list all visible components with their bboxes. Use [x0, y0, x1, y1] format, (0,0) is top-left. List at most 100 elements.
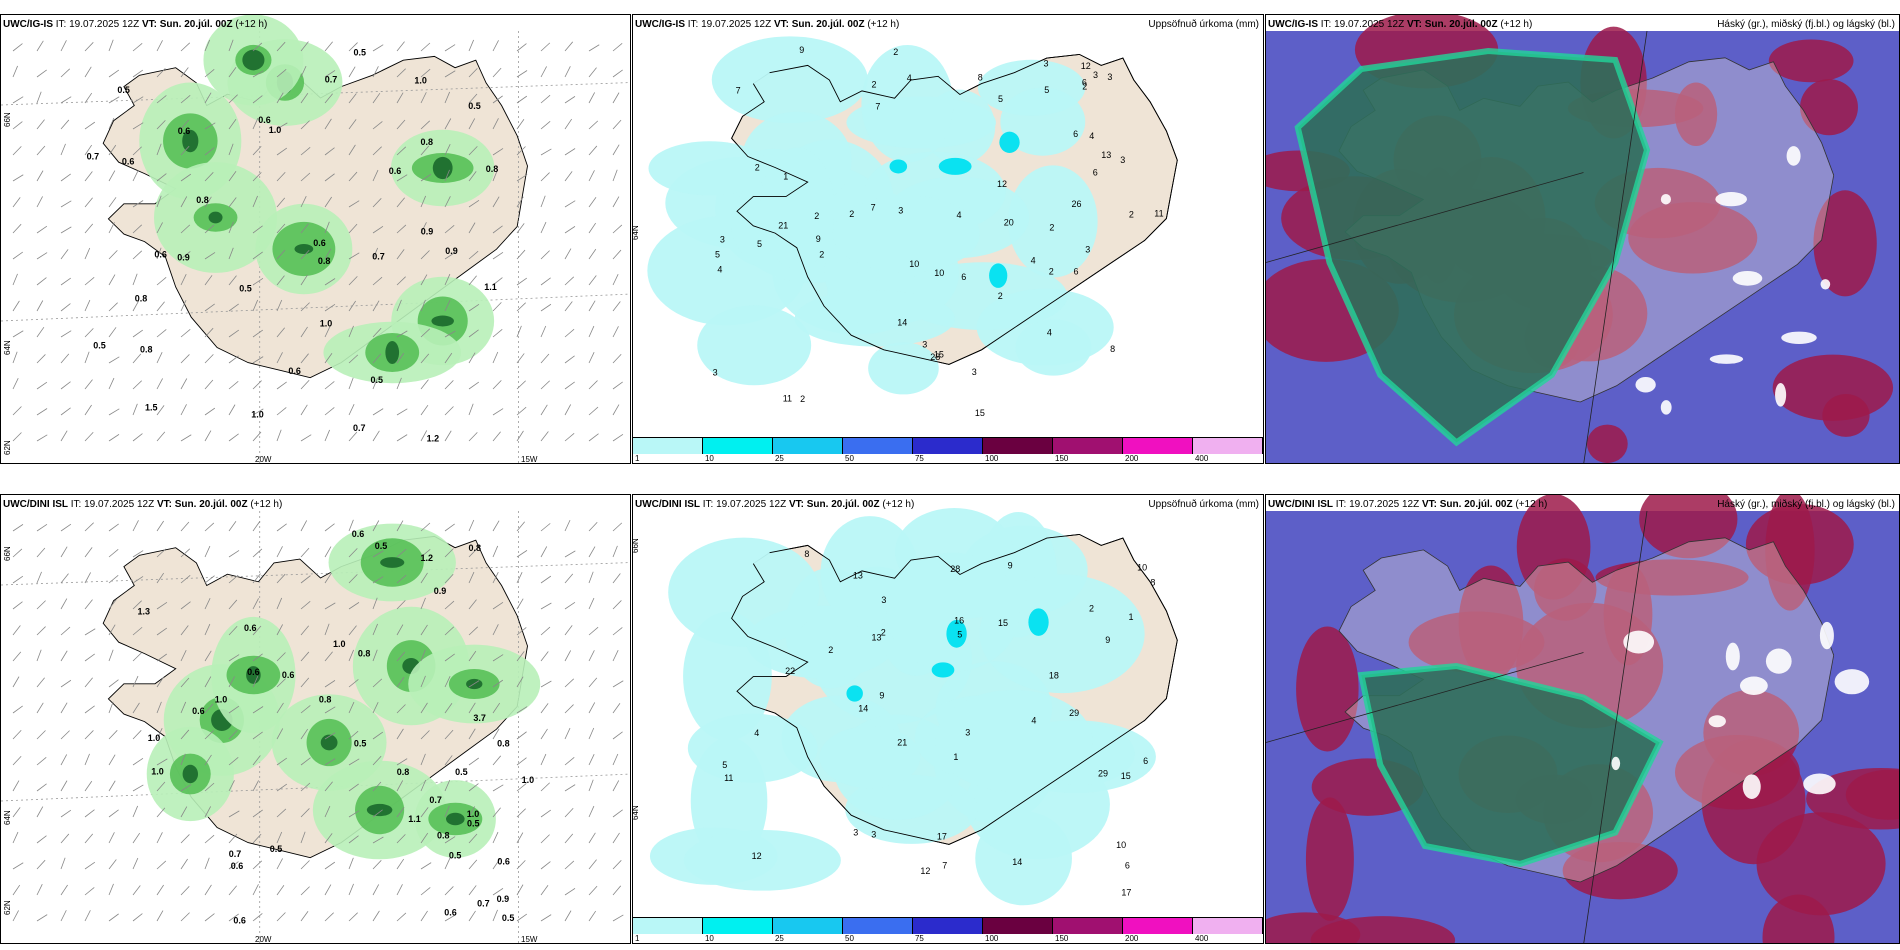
wind-barb [132, 250, 143, 260]
wind-barb [492, 118, 499, 130]
lat-label: 66N [3, 112, 12, 127]
colorbar-swatch [1053, 918, 1123, 934]
map-value-label: 11 [783, 394, 792, 404]
wind-barb [444, 144, 451, 156]
map-value-label: 3 [720, 234, 725, 244]
wind-barb [12, 406, 22, 416]
wind-barb [516, 325, 522, 338]
value-labels: 1.0 1.0 0.8 0.6 0.5 0.5 0.7 1.1 0.5 0.6 0.8 0.9 0.8 1… [87, 48, 499, 444]
precip-heavy [208, 211, 223, 224]
wind-barb [276, 783, 288, 792]
wind-barb [540, 782, 550, 792]
wind-barb [60, 226, 72, 234]
wind-barb [444, 330, 456, 338]
map-value-label: 0.8 [318, 256, 331, 266]
wind-barb [444, 273, 451, 286]
wind-barb [252, 172, 262, 182]
wind-barb [492, 225, 503, 234]
map-value-label: 0.6 [497, 857, 510, 867]
wind-barb [84, 42, 94, 52]
cloud-map-panel-bottom: UWC/DINI ISL IT: 19.07.2025 12Z VT: Sun.… [1265, 494, 1900, 944]
wind-barb [252, 380, 262, 390]
wind-barb [276, 249, 286, 260]
wind-barb [108, 327, 117, 338]
wind-barb [108, 754, 116, 766]
wind-barb [396, 352, 405, 364]
wind-barb [492, 277, 503, 286]
wind-barb [324, 732, 336, 740]
wind-barb [228, 221, 234, 234]
wind-barb [60, 546, 68, 558]
wind-barb [36, 626, 46, 636]
iceland-cloud-map [1266, 495, 1899, 943]
wind-barb [564, 301, 573, 312]
wind-barb [108, 701, 114, 714]
lat-label: 62N [3, 900, 12, 915]
wind-barb [156, 572, 165, 584]
wind-barb [396, 68, 406, 78]
wind-barb [564, 784, 576, 792]
wind-barb [156, 884, 164, 896]
lon-label: 15W [521, 935, 538, 944]
wind-barb [180, 354, 190, 364]
wind-barb [12, 755, 22, 766]
wind-barb [564, 888, 576, 896]
wind-barb [492, 755, 502, 766]
wind-barb [516, 627, 527, 636]
map-value-label: 4 [1089, 131, 1094, 141]
wind-barb [444, 675, 451, 688]
wind-barb [396, 408, 408, 416]
map-value-label: 0.7 [353, 423, 366, 433]
map-value-label: 5 [757, 239, 762, 249]
wind-barb [420, 779, 427, 792]
wind-barb [60, 730, 70, 740]
mid-cloud-patch [1516, 495, 1591, 600]
wind-barb [540, 66, 547, 78]
map-value-label: 0.8 [421, 137, 434, 147]
wind-barb [12, 197, 21, 208]
wind-barb [420, 92, 427, 104]
wind-barb [84, 299, 91, 312]
wind-barb [84, 247, 91, 260]
map-value-label: 1.0 [251, 410, 264, 420]
wind-barb [468, 352, 476, 364]
wind-barb [492, 520, 500, 532]
wind-barb [588, 702, 596, 714]
colorbar-tick-label: 150 [1055, 934, 1069, 943]
wind-barb [372, 860, 382, 870]
wind-barb [204, 122, 216, 130]
wind-barb [420, 910, 428, 922]
wind-barb [492, 380, 502, 390]
panel-title: UWC/IG-IS IT: 19.07.2025 12Z VT: Sun. 20… [3, 19, 268, 30]
wind-barb [372, 198, 382, 208]
map-value-label: 1.1 [484, 282, 497, 292]
precip-heavy [431, 315, 454, 327]
clear-sky-patch [1635, 376, 1656, 393]
wind-barb [540, 914, 552, 922]
colorbar-ticks: 1 10 25 50 75 100 150 200 400 [633, 934, 1263, 943]
map-value-label: 4 [907, 73, 912, 83]
map-value-label: 6 [1074, 266, 1079, 276]
wind-barb [540, 728, 548, 740]
wind-barb [516, 706, 528, 714]
wind-barb [348, 403, 355, 416]
precip-heavy [242, 49, 265, 71]
wind-barb [60, 857, 66, 870]
mid-cloud-patch [1813, 190, 1877, 297]
colorbar-tick-label: 75 [914, 454, 924, 463]
wind-barb [108, 575, 119, 584]
accum-precip-panel-bottom: UWC/DINI ISL IT: 19.07.2025 12Z VT: Sun.… [632, 494, 1264, 944]
map-value-label: 4 [754, 728, 759, 738]
wind-barb [156, 222, 163, 234]
wind-barb [156, 728, 163, 740]
map-value-label: 0.5 [375, 541, 388, 551]
wind-barb [324, 429, 330, 442]
wind-barb [300, 223, 309, 234]
wind-barb [60, 353, 70, 364]
wind-barb [348, 701, 355, 714]
map-value-label: 1.0 [269, 125, 282, 135]
wind-barb [228, 654, 240, 662]
wind-barb [276, 147, 288, 156]
wind-barb [300, 41, 309, 52]
mid-cloud-patch [1765, 495, 1815, 611]
